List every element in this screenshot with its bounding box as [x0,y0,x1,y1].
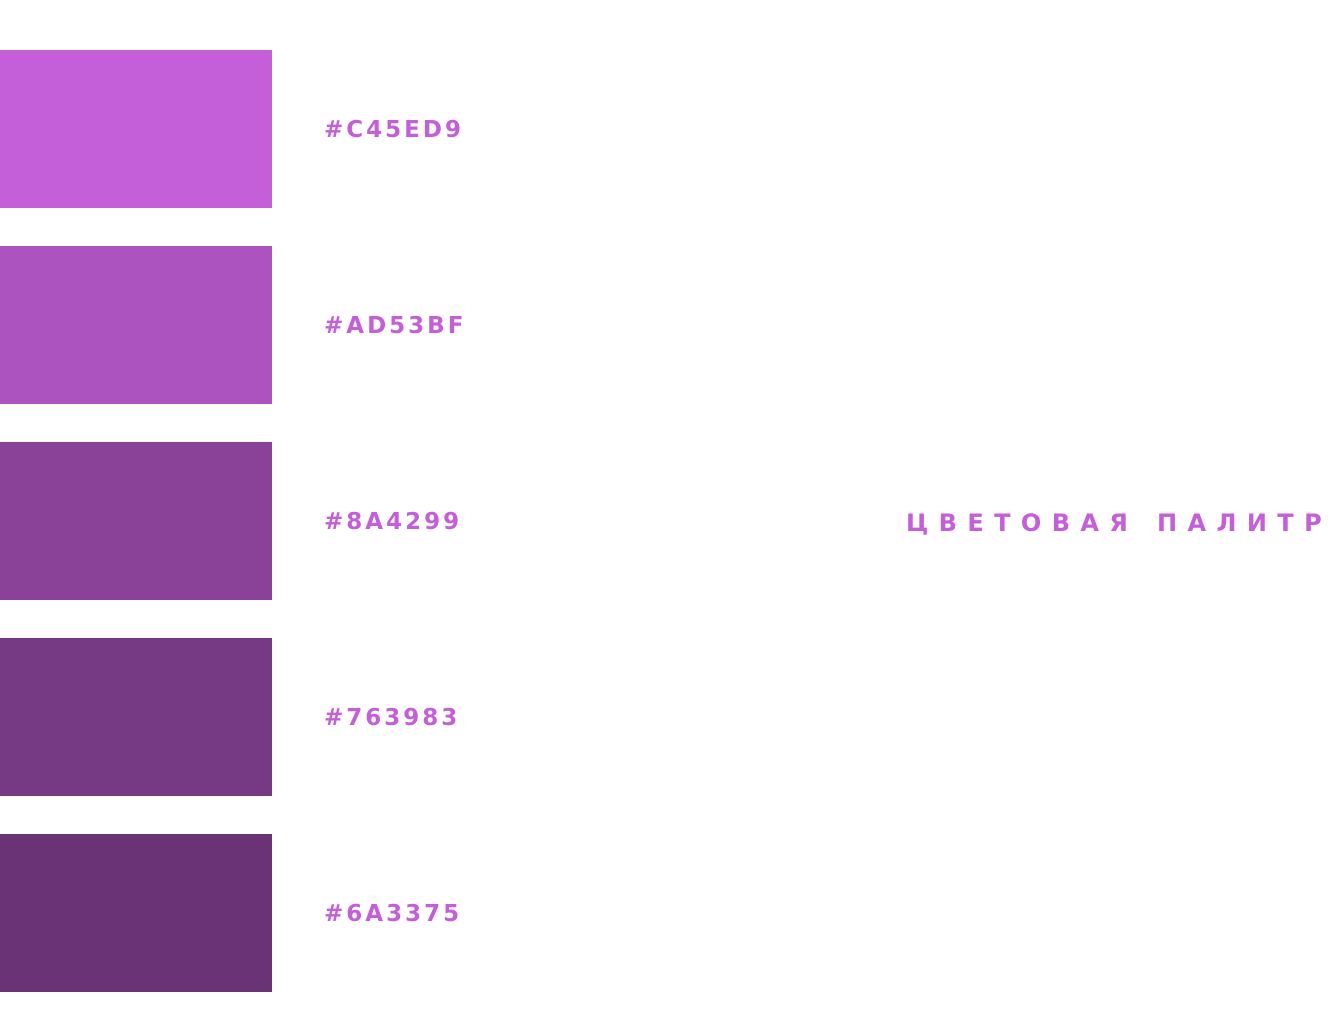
color-code-2: #AD53BF [324,313,467,339]
color-code-4: #763983 [324,705,461,731]
color-swatch-5 [0,834,272,992]
color-swatch-2 [0,246,272,404]
color-code-5: #6A3375 [324,901,463,927]
palette-title: ЦВЕТОВАЯ ПАЛИТРА [906,509,1332,537]
color-code-3: #8A4299 [324,509,463,535]
color-code-1: #C45ED9 [324,117,464,143]
color-swatch-4 [0,638,272,796]
color-swatch-3 [0,442,272,600]
color-swatch-1 [0,50,272,208]
